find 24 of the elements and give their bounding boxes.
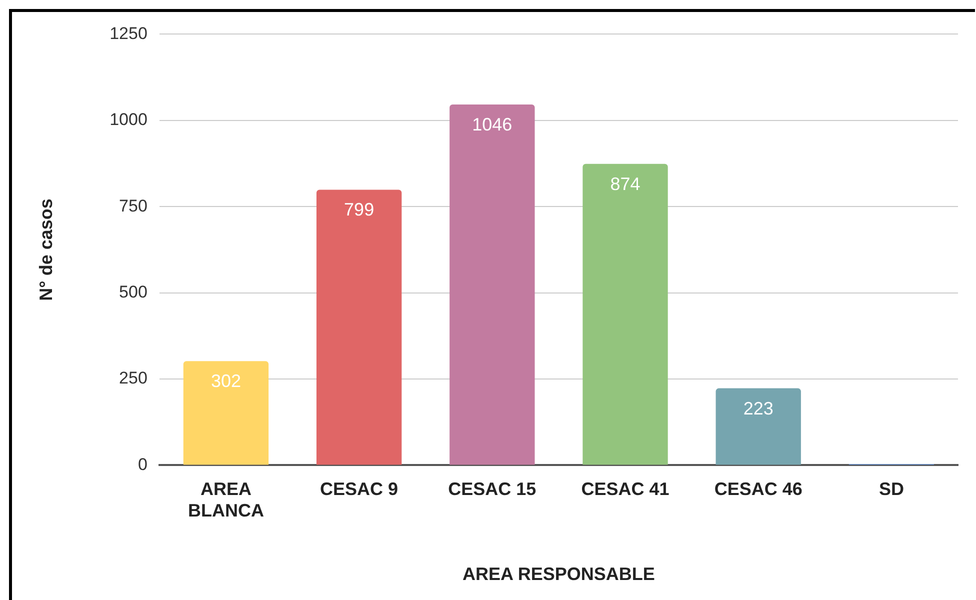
bar (716, 388, 801, 465)
y-axis-title: N° de casos (36, 198, 56, 301)
data-label: 1046 (472, 114, 512, 135)
bar (316, 190, 402, 465)
x-tick-label: CESAC 9 (320, 478, 398, 499)
x-axis-title: AREA RESPONSABLE (462, 564, 655, 584)
x-tick-label: CESAC 41 (581, 478, 670, 499)
data-label: 799 (344, 200, 374, 220)
x-tick-label: SD (878, 478, 904, 499)
y-tick-label: 500 (119, 282, 148, 302)
x-tick-label: CESAC 15 (448, 478, 536, 499)
x-tick-label: AREA BLANCA (188, 478, 264, 521)
data-label: 223 (743, 398, 774, 418)
data-label: 874 (610, 174, 640, 194)
y-tick-label: 1250 (110, 24, 148, 43)
bar (582, 164, 668, 465)
y-tick-label: 250 (119, 368, 148, 388)
bar (183, 361, 269, 465)
y-tick-label: 1000 (110, 110, 148, 130)
bar (450, 104, 535, 465)
x-tick-label: CESAC 46 (714, 478, 802, 499)
y-tick-label: 0 (138, 454, 148, 474)
data-label: 302 (210, 371, 241, 392)
y-tick-label: 750 (119, 196, 148, 216)
